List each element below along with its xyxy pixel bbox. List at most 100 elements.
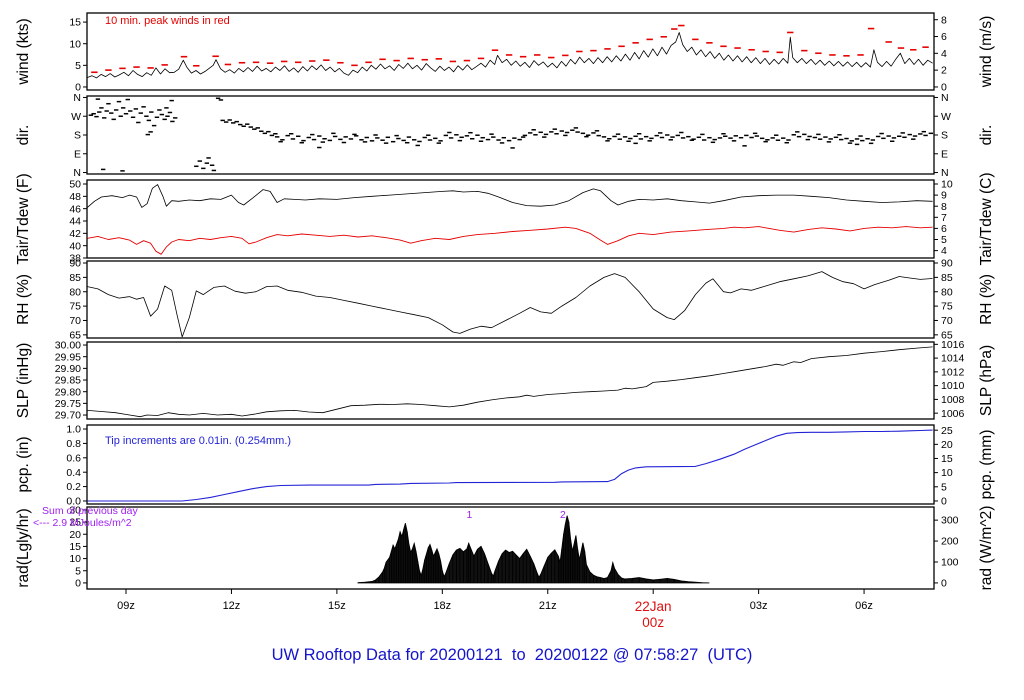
axis-label-left: Tair/Tdew (F)	[15, 173, 32, 264]
axis-label-right: dir.	[978, 125, 995, 146]
axis-label-right: Tair/Tdew (C)	[978, 172, 995, 265]
ytick-label-right: 6	[941, 223, 947, 235]
wind-peak-note: 10 min. peak winds in red	[105, 15, 230, 27]
annotations: 10 min. peak winds in red Tip increments …	[33, 15, 566, 529]
rad-mark-2: 2	[560, 509, 566, 521]
panel-precipitation: 1.0 0.8 0.6 0.4 0.2 0.0 25 20 15 10 5 0 pcp. (in) pcp…	[15, 424, 995, 508]
ytick-label-right: 8	[941, 14, 947, 26]
ytick-label-right: 0	[941, 82, 947, 94]
ytick-label-left: 65	[69, 329, 81, 341]
date-label-day: 22Jan	[635, 599, 672, 614]
panel-border	[86, 506, 935, 590]
ytick-label-left: N	[73, 92, 81, 104]
axis-label-right: RH (%)	[978, 274, 995, 325]
ytick-label-left: 0.4	[66, 467, 81, 479]
ytick-label-right: 7	[941, 212, 947, 224]
ytick-label-right: 85	[941, 272, 953, 284]
series-rh-percent	[87, 271, 933, 338]
rad-sum-note-2: <--- 2.9 MJoules/m^2	[33, 517, 132, 529]
ytick-label-right: 5	[941, 481, 947, 493]
ytick-label-right: N	[941, 167, 949, 179]
ytick-label-left: 29.80	[55, 386, 81, 398]
ytick-label-right: 0	[941, 496, 947, 508]
ytick-label-right: S	[941, 130, 948, 142]
series-tair-f	[87, 184, 933, 208]
series-wind-direction-deg	[88, 97, 934, 172]
ytick-label-left: 25	[69, 517, 81, 529]
ytick-label-right: 1012	[941, 366, 965, 378]
axis-label-left: rad(Lgly/hr)	[15, 508, 32, 587]
ytick-label-left: 5	[75, 565, 81, 577]
ytick-label-left: 29.90	[55, 363, 81, 375]
ytick-label-left: 20	[69, 529, 81, 541]
axis-label-right: rad (W/m^2)	[978, 506, 995, 591]
panel-border	[86, 179, 935, 259]
xtick-label: 03z	[750, 600, 768, 612]
ytick-label-left: 0.2	[66, 481, 81, 493]
ytick-label-left: 46	[69, 203, 81, 215]
ytick-label-right: 6	[941, 31, 947, 43]
series-wind-avg-kts	[87, 32, 933, 79]
series-slp-inhg	[87, 346, 933, 418]
chart-title: UW Rooftop Data for 20200121 to 20200122…	[271, 646, 753, 664]
axis-label-left: wind (kts)	[15, 18, 32, 85]
ytick-label-left: 90	[69, 258, 81, 270]
rad-mark-1: 1	[466, 509, 472, 521]
ytick-label-right: 70	[941, 315, 953, 327]
ytick-label-right: 200	[941, 536, 959, 548]
ytick-label-left: 0	[75, 578, 81, 590]
ytick-label-right: 10	[941, 179, 953, 191]
ytick-label-right: 90	[941, 258, 953, 270]
ytick-label-right: 5	[941, 234, 947, 246]
ytick-label-right: 4	[941, 48, 947, 60]
ytick-label-left: 5	[75, 60, 81, 72]
ytick-label-right: N	[941, 92, 949, 104]
xtick-label: 06z	[855, 600, 873, 612]
ytick-label-left: 50	[69, 179, 81, 191]
ytick-label-left: 40	[69, 240, 81, 252]
ytick-label-left: 1.0	[66, 424, 81, 436]
ytick-label-left: 30	[69, 505, 81, 517]
ytick-label-right: 25	[941, 425, 953, 437]
ytick-label-left: 29.75	[55, 398, 81, 410]
axis-label-left: pcp. (in)	[15, 437, 32, 493]
xtick-label: 21z	[539, 600, 557, 612]
pcp-tip-note: Tip increments are 0.01in. (0.254mm.)	[105, 435, 291, 447]
ytick-label-right: 15	[941, 453, 953, 465]
ytick-label-left: E	[74, 148, 81, 160]
ytick-label-right: 65	[941, 329, 953, 341]
panel-relative-humidity: 90 85 80 75 70 65 90 85 80 75 70 65 RH (%) RH (%)	[15, 258, 995, 342]
ytick-label-right: 1016	[941, 339, 965, 351]
ytick-label-right: 300	[941, 515, 959, 527]
ytick-label-right: 100	[941, 557, 959, 569]
series-wind-peak-kts	[91, 24, 929, 74]
xtick-label: 15z	[328, 600, 346, 612]
ytick-label-left: W	[71, 111, 81, 123]
ytick-label-right: 1010	[941, 380, 965, 392]
ytick-label-left: 10	[69, 553, 81, 565]
ytick-label-left: N	[73, 167, 81, 179]
xtick-label: 12z	[223, 600, 241, 612]
ytick-label-right: 20	[941, 439, 953, 451]
ytick-label-right: 75	[941, 301, 953, 313]
ytick-label-left: 0.6	[66, 452, 81, 464]
ytick-label-left: 29.85	[55, 375, 81, 387]
axis-label-left: RH (%)	[15, 274, 32, 325]
ytick-label-left: 44	[69, 216, 81, 228]
series-wind-direction-scatter-deg	[278, 127, 927, 149]
axis-label-left: dir.	[15, 125, 32, 146]
ytick-label-right: 1008	[941, 394, 965, 406]
panel-border	[86, 260, 935, 339]
ytick-label-left: 75	[69, 301, 81, 313]
date-label-hour: 00z	[642, 615, 664, 630]
ytick-label-right: 0	[941, 578, 947, 590]
series-pcp-accum-in	[87, 429, 933, 502]
ytick-label-right: 1006	[941, 408, 965, 420]
